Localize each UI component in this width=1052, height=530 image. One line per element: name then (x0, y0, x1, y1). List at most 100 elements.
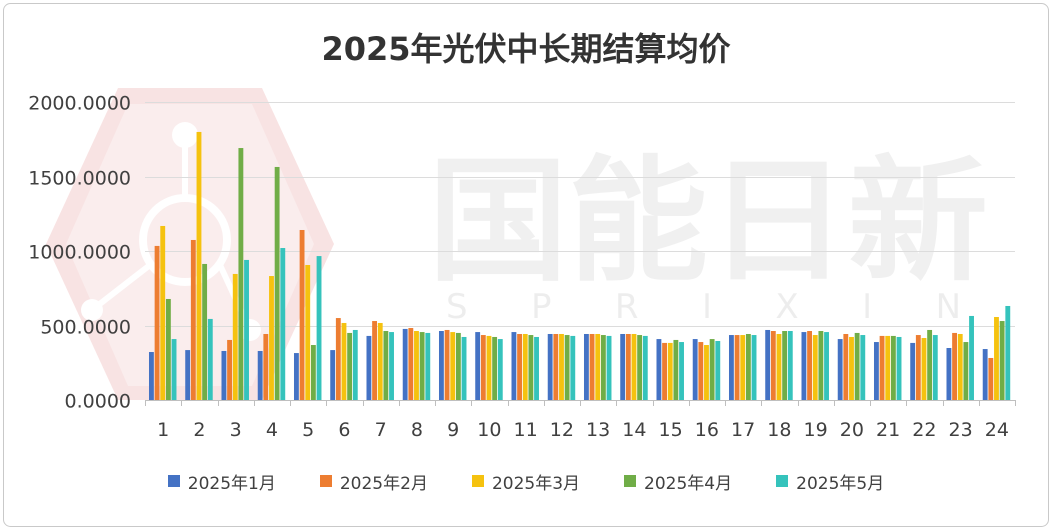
y-tick-label: 500.0000 (40, 317, 131, 339)
bar (475, 332, 481, 400)
legend-item: 2025年5月 (776, 469, 884, 494)
bar (734, 335, 740, 400)
bar (583, 333, 589, 400)
bar (620, 333, 626, 400)
bar (656, 339, 662, 400)
bar (316, 256, 322, 400)
legend-swatch (319, 475, 332, 487)
bar (257, 350, 263, 400)
legend-item: 2025年1月 (167, 469, 276, 494)
bar (553, 333, 559, 400)
bar (280, 248, 286, 400)
bar (444, 329, 450, 400)
bar (221, 350, 227, 400)
bar (957, 333, 963, 400)
x-tick-label: 9 (447, 419, 459, 441)
bar (751, 335, 757, 400)
x-tick-label: 19 (804, 419, 828, 441)
bar (528, 335, 534, 400)
bar (196, 131, 202, 400)
bar (662, 342, 667, 400)
bar (915, 335, 921, 400)
bar (782, 331, 788, 400)
bar (165, 298, 171, 400)
legend-label: 2025年5月 (796, 473, 885, 494)
bar (497, 339, 503, 400)
bar (207, 318, 213, 400)
x-tick-label: 22 (912, 419, 936, 441)
y-tick-label: 1500.0000 (28, 168, 131, 190)
bar (511, 332, 517, 400)
x-tick-label: 3 (230, 419, 242, 441)
bar (414, 331, 419, 400)
bar (988, 357, 994, 400)
bar (372, 321, 377, 400)
bar (679, 342, 684, 400)
bar (946, 348, 952, 400)
bar (843, 333, 849, 400)
bar (293, 353, 299, 400)
bar (517, 333, 522, 400)
bar (982, 349, 988, 400)
legend-swatch (776, 475, 789, 487)
x-tick-label: 20 (840, 419, 864, 441)
x-tick-label: 2 (193, 419, 205, 441)
x-tick-label: 17 (731, 419, 755, 441)
bar (461, 336, 467, 400)
x-tick-label: 16 (695, 419, 719, 441)
watermark-text: 国能日新 (428, 143, 988, 300)
bar (232, 273, 238, 400)
bar (352, 329, 358, 400)
x-tick-label: 23 (949, 419, 973, 441)
bar (570, 335, 576, 400)
bar (927, 329, 933, 400)
bar (728, 335, 734, 400)
y-axis: 0.0000 500.0000 1000.0000 1500.0000 2000.000… (28, 93, 131, 413)
bar (801, 332, 807, 400)
x-tick-label: 1 (157, 419, 169, 441)
legend-label: 2025年3月 (491, 473, 581, 494)
bar (377, 322, 383, 400)
bar (244, 259, 249, 400)
bar (1005, 305, 1011, 400)
bar (227, 339, 232, 400)
bar (438, 331, 444, 400)
y-tick-label: 2000.0000 (28, 93, 131, 115)
bar (885, 335, 891, 400)
bar (812, 335, 818, 400)
legend-item: 2025年4月 (624, 469, 732, 494)
bar (402, 328, 408, 400)
bar (770, 331, 776, 400)
bar (335, 318, 341, 400)
legend-swatch (471, 475, 484, 487)
x-tick-label: 7 (375, 419, 387, 441)
bar (154, 245, 160, 400)
bar (692, 339, 698, 400)
bar (910, 342, 916, 400)
bar (419, 332, 425, 400)
bar (932, 335, 938, 400)
bar (854, 332, 860, 400)
bar (310, 345, 316, 400)
bar (849, 336, 854, 400)
legend-label: 2025年2月 (339, 473, 428, 494)
bar (600, 335, 606, 400)
bar (776, 333, 782, 400)
bar (305, 265, 311, 400)
bar (425, 332, 431, 400)
x-axis: 1 2 3 4 5 6 7 8 9 10 11 12 13 14 15 16 17 18 19 20 21 22 23 24 (145, 400, 1016, 441)
bar (963, 342, 969, 400)
x-tick-label: 21 (876, 419, 900, 441)
x-tick-label: 15 (659, 419, 683, 441)
bar (837, 339, 843, 400)
bar (366, 335, 372, 400)
bar (860, 335, 866, 400)
bar (999, 321, 1005, 400)
bar (148, 352, 154, 400)
bar (667, 342, 673, 400)
bar (190, 239, 196, 400)
legend-swatch (167, 475, 180, 487)
bar (383, 331, 389, 400)
watermark: 国能日新 SPRIXIN (46, 88, 988, 400)
